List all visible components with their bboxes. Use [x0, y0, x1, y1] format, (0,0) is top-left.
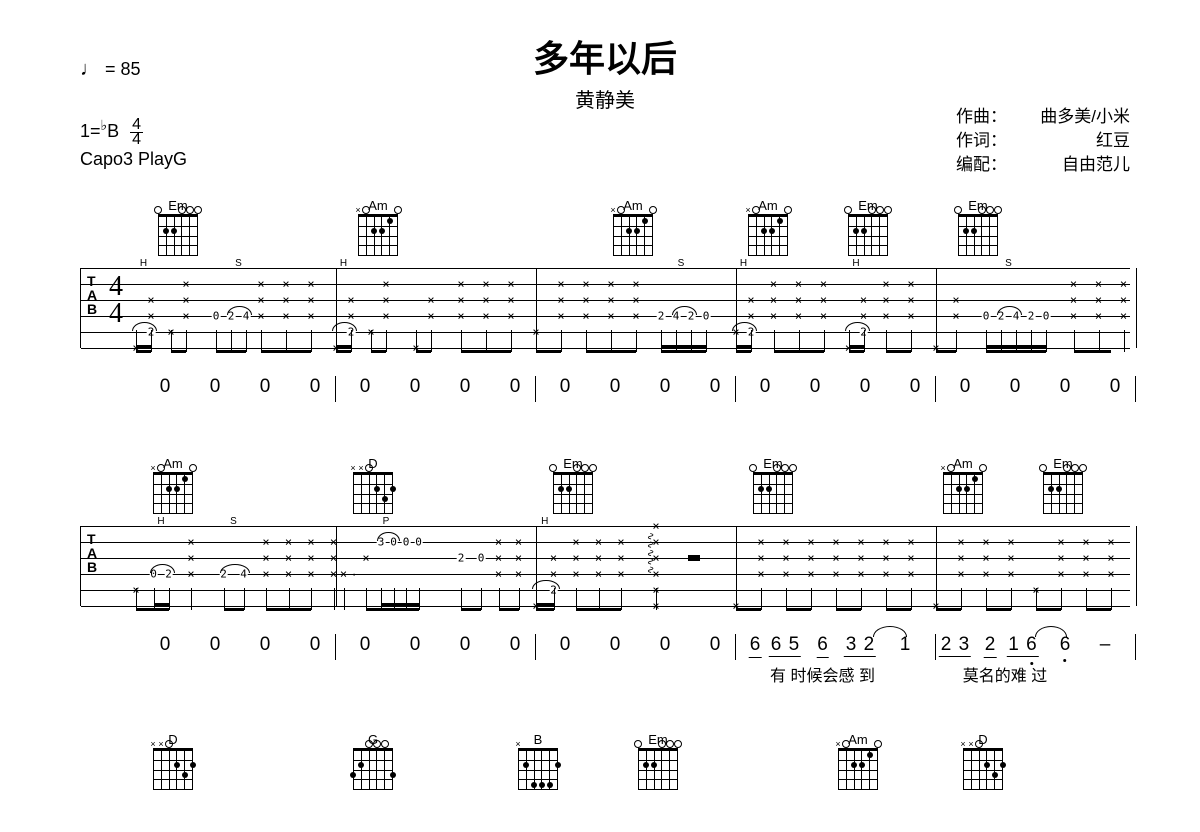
- jianpu-zero: 0: [760, 376, 771, 398]
- composer-label: 作曲：: [956, 105, 1020, 129]
- tab-clef: T A B: [87, 274, 97, 316]
- jianpu-zero: 0: [1010, 376, 1021, 398]
- notes-area-2: ×02H×××24S×××××××××××××·×3000P20×××××××2…: [136, 526, 1136, 606]
- chord-row-3: D××GB×EmAm×D××: [135, 732, 1135, 802]
- tab-staff-2: T A B ×02H×××24S×××××××××××××·×3000P20××…: [80, 526, 1130, 606]
- jianpu-zero: 0: [910, 376, 921, 398]
- chord-diagram: Em: [955, 198, 1001, 256]
- fretboard: [753, 472, 793, 514]
- jianpu-zero: 0: [410, 376, 421, 398]
- meta-left: 1=♭B 4 4 Capo3 PlayG: [80, 115, 187, 173]
- jianpu-zero: 0: [310, 376, 321, 398]
- jianpu-zero: 0: [560, 376, 571, 398]
- chord-diagram: D ××: [960, 732, 1006, 790]
- chord-diagram: Am×: [940, 456, 986, 514]
- chord-name: B: [515, 732, 561, 746]
- chord-diagram: Em: [845, 198, 891, 256]
- jianpu-zero: 0: [210, 376, 221, 398]
- tab-clef: T A B: [87, 532, 97, 574]
- fretboard: ×: [748, 214, 788, 256]
- jianpu-zero: 0: [860, 376, 871, 398]
- chord-diagram: Am×: [150, 456, 196, 514]
- fretboard: [848, 214, 888, 256]
- composer: 曲多美/小米: [1020, 105, 1130, 129]
- chord-diagram: Am×: [835, 732, 881, 790]
- jianpu-zero: 0: [710, 376, 721, 398]
- tempo-value: = 85: [105, 59, 141, 79]
- capo-info: Capo3 PlayG: [80, 146, 187, 173]
- fretboard: [1043, 472, 1083, 514]
- key-prefix: 1=: [80, 121, 101, 141]
- jianpu-zero: 0: [810, 376, 821, 398]
- chord-diagram: Em: [750, 456, 796, 514]
- jianpu-zero: 0: [160, 376, 171, 398]
- key-note: B: [107, 121, 119, 141]
- chord-diagram: B×: [515, 732, 561, 790]
- song-title: 多年以后: [80, 30, 1130, 82]
- jianpu-row-2: 00000000000066 563 21有 时候会感 到2 321 66–莫名…: [135, 634, 1135, 684]
- jianpu-zero: 0: [1110, 376, 1121, 398]
- arranger: 自由范儿: [1020, 153, 1130, 177]
- chord-name: D: [150, 732, 196, 746]
- chord-diagram: D ××: [150, 732, 196, 790]
- fretboard: ××: [153, 748, 193, 790]
- jianpu-row-1: 0 0 0 0 0 0 0 0 0 0 0 0 0 0 0 0 0 0 0 0: [135, 376, 1135, 426]
- fretboard: ×: [518, 748, 558, 790]
- system-1: Em Am× Am× Am× Em Em T A B 4 4 ×2××H××××024S×…: [80, 198, 1130, 426]
- chord-row-1: Em Am× Am× Am× Em Em: [135, 198, 1135, 268]
- jianpu-zero: 0: [260, 376, 271, 398]
- chord-diagram: Am×: [610, 198, 656, 256]
- fretboard: [158, 214, 198, 256]
- fretboard: [553, 472, 593, 514]
- lyricist-label: 作词：: [956, 129, 1020, 153]
- fretboard: ×: [153, 472, 193, 514]
- jianpu-zero: 0: [510, 376, 521, 398]
- tempo: ♩ = 85: [80, 58, 141, 81]
- chord-name: D: [350, 456, 396, 470]
- jianpu-zero: 0: [960, 376, 971, 398]
- header: ♩ = 85 多年以后 黄静美 1=♭B 4 4 Capo3 PlayG 作曲：…: [80, 30, 1130, 113]
- tempo-note: ♩: [80, 58, 100, 80]
- chord-diagram: G: [350, 732, 396, 790]
- lyric: 莫名的难 过: [963, 662, 1047, 686]
- jianpu-zero: 0: [460, 376, 471, 398]
- credits: 作曲：曲多美/小米 作词：红豆 编配：自由范儿: [956, 105, 1130, 176]
- fretboard: ×: [358, 214, 398, 256]
- chord-diagram: Am×: [355, 198, 401, 256]
- time-signature: 4 4: [130, 118, 143, 146]
- tab-timesig: 4 4: [109, 274, 123, 327]
- notes-area-1: ×2××H××××024S××××××××××2××H×××××××××××××…: [136, 268, 1136, 348]
- fretboard: ××: [353, 472, 393, 514]
- chord-diagram: Em: [550, 456, 596, 514]
- jianpu-zero: 0: [360, 376, 371, 398]
- fretboard: [638, 748, 678, 790]
- jianpu-zero: 0: [1060, 376, 1071, 398]
- fretboard: ×: [613, 214, 653, 256]
- fretboard: ×: [943, 472, 983, 514]
- fretboard: [353, 748, 393, 790]
- tab-staff-1: T A B 4 4 ×2××H××××024S××××××××××2××H×××…: [80, 268, 1130, 348]
- chord-diagram: Em: [155, 198, 201, 256]
- sheet-music-page: ♩ = 85 多年以后 黄静美 1=♭B 4 4 Capo3 PlayG 作曲：…: [0, 0, 1200, 802]
- fretboard: [958, 214, 998, 256]
- chord-diagram: D ××: [350, 456, 396, 514]
- chord-name: D: [960, 732, 1006, 746]
- arranger-label: 编配：: [956, 153, 1020, 177]
- lyricist: 红豆: [1020, 129, 1130, 153]
- jianpu-zero: 0: [660, 376, 671, 398]
- system-2: Am×D××EmEmAm×Em T A B ×02H×××24S××××××××…: [80, 456, 1130, 684]
- chord-diagram: Am×: [745, 198, 791, 256]
- timesig-bot: 4: [130, 133, 143, 147]
- chord-diagram: Em: [1040, 456, 1086, 514]
- fretboard: ××: [963, 748, 1003, 790]
- chord-row-2: Am×D××EmEmAm×Em: [135, 456, 1135, 526]
- fretboard: ×: [838, 748, 878, 790]
- jianpu-zero: 0: [610, 376, 621, 398]
- lyric: 有 时候会感 到: [770, 662, 875, 686]
- chord-diagram: Em: [635, 732, 681, 790]
